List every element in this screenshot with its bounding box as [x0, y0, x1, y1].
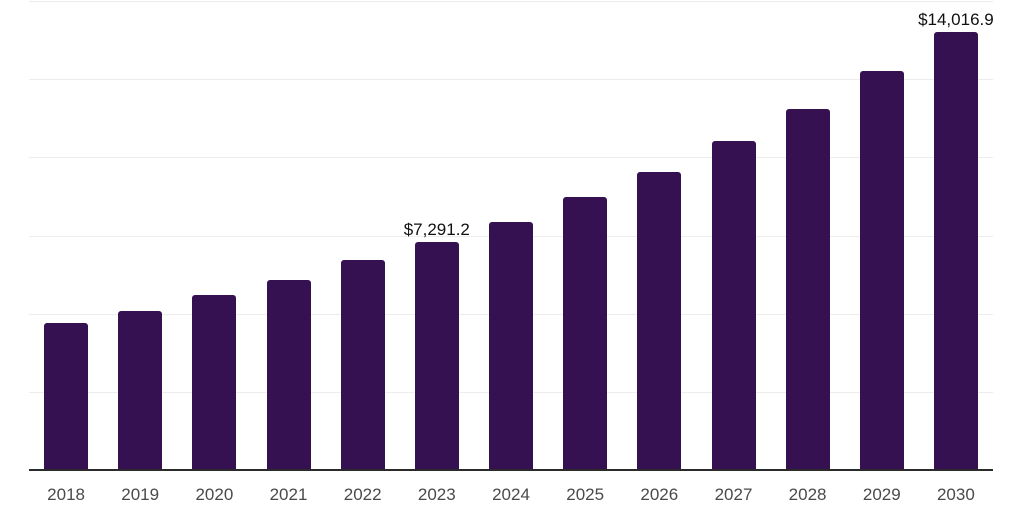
x-tick-label-2030: 2030 [936, 485, 975, 504]
x-tick-label-2029: 2029 [862, 485, 901, 504]
bar-2028 [785, 108, 830, 470]
bar-2021 [266, 279, 311, 470]
x-tick-label-2020: 2020 [195, 485, 234, 504]
bar-2027 [711, 140, 756, 470]
x-tick-label-2018: 2018 [47, 485, 85, 504]
bar-2024 [489, 221, 533, 470]
bar-2029 [859, 70, 904, 470]
gridline [29, 79, 993, 80]
bar-2022 [340, 259, 385, 470]
x-tick-label-2024: 2024 [492, 485, 530, 504]
data-label-2030: $14,016.9 [918, 9, 994, 29]
data-label-2023: $7,291.2 [403, 220, 470, 239]
x-axis-line [29, 469, 993, 471]
bar-2026 [637, 171, 682, 470]
bar-2020 [192, 294, 237, 470]
gridline [29, 1, 993, 2]
x-tick-label-2025: 2025 [566, 485, 605, 504]
x-tick-label-2019: 2019 [121, 485, 160, 504]
x-tick-label-2023: 2023 [417, 485, 456, 504]
bar-2023 [414, 242, 459, 470]
x-tick-label-2026: 2026 [640, 485, 679, 504]
bar-2018 [44, 323, 89, 470]
x-tick-label-2021: 2021 [269, 485, 308, 504]
bar-2030 [933, 31, 978, 470]
gridline [29, 157, 993, 158]
x-tick-label-2027: 2027 [714, 485, 753, 504]
x-tick-label-2028: 2028 [788, 485, 827, 504]
bar-2019 [118, 310, 163, 470]
bar-2025 [563, 196, 608, 470]
x-tick-label-2022: 2022 [343, 485, 382, 504]
